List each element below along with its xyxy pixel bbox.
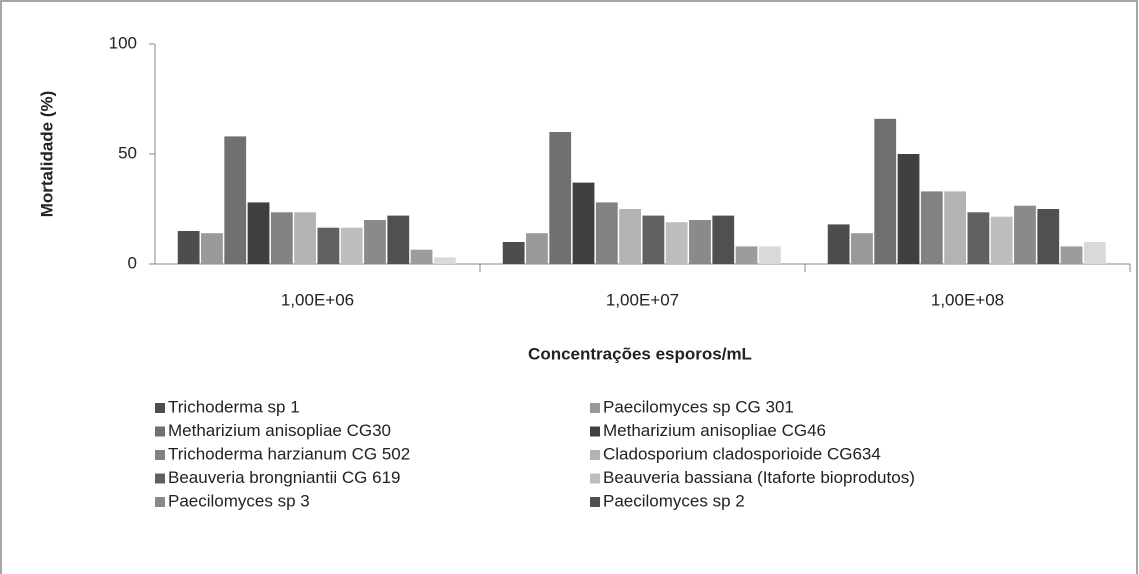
bar xyxy=(967,212,990,264)
x-axis-title: Concentrações esporos/mL xyxy=(528,344,752,363)
legend-swatch xyxy=(155,450,165,460)
y-axis-title: Mortalidade (%) xyxy=(37,91,56,218)
bar xyxy=(990,216,1013,264)
y-tick-label: 100 xyxy=(109,33,137,52)
legend-label: Beauveria bassiana (Itaforte bioprodutos… xyxy=(603,468,915,487)
bar xyxy=(387,215,410,264)
bar xyxy=(595,202,618,264)
legend-swatch xyxy=(590,450,600,460)
bar xyxy=(526,233,548,264)
bar xyxy=(642,215,665,264)
bar xyxy=(1083,242,1106,264)
legend-label: Cladosporium cladosporioide CG634 xyxy=(603,444,881,463)
legend-swatch xyxy=(155,403,165,413)
bar xyxy=(1037,209,1060,264)
bar xyxy=(201,233,223,264)
legend-label: Metharizium anisopliae CG46 xyxy=(603,421,826,440)
bar xyxy=(1060,246,1083,264)
bar xyxy=(851,233,873,264)
bar xyxy=(364,220,386,264)
bar xyxy=(549,132,572,264)
legend-label: Beauveria brongniantii CG 619 xyxy=(168,468,400,487)
y-tick-label: 0 xyxy=(128,253,137,272)
bar xyxy=(758,246,781,264)
legend-swatch xyxy=(155,497,165,507)
bar xyxy=(317,227,340,264)
legend-swatch xyxy=(590,473,600,484)
bar xyxy=(665,222,688,264)
legend-label: Paecilomyces sp 2 xyxy=(603,491,745,510)
bar xyxy=(572,182,595,264)
bar xyxy=(944,191,966,264)
legend-label: Metharizium anisopliae CG30 xyxy=(168,421,391,440)
legend-swatch xyxy=(155,426,165,437)
bar xyxy=(340,227,363,264)
legend-label: Trichoderma harzianum CG 502 xyxy=(168,444,410,463)
legend-label: Trichoderma sp 1 xyxy=(168,397,300,416)
bar xyxy=(177,231,200,264)
x-tick-label: 1,00E+08 xyxy=(931,290,1004,309)
bar xyxy=(689,220,711,264)
x-tick-label: 1,00E+07 xyxy=(606,290,679,309)
bar xyxy=(712,215,735,264)
bar xyxy=(224,136,247,264)
bar xyxy=(410,249,433,264)
bar xyxy=(433,257,456,264)
x-tick-label: 1,00E+06 xyxy=(281,290,354,309)
bar xyxy=(502,242,525,264)
bar xyxy=(1014,205,1036,264)
bar xyxy=(619,209,641,264)
bar xyxy=(827,224,850,264)
bar xyxy=(874,118,897,264)
bar xyxy=(294,212,316,264)
legend-swatch xyxy=(590,403,600,413)
legend-label: Paecilomyces sp CG 301 xyxy=(603,397,794,416)
bar xyxy=(897,154,920,264)
bar xyxy=(247,202,270,264)
bar xyxy=(920,191,943,264)
legend-swatch xyxy=(155,473,165,484)
legend-swatch xyxy=(590,426,600,437)
legend-label: Paecilomyces sp 3 xyxy=(168,491,310,510)
bar xyxy=(735,246,758,264)
bar xyxy=(270,212,293,264)
legend-swatch xyxy=(590,497,600,507)
y-tick-label: 50 xyxy=(118,143,137,162)
